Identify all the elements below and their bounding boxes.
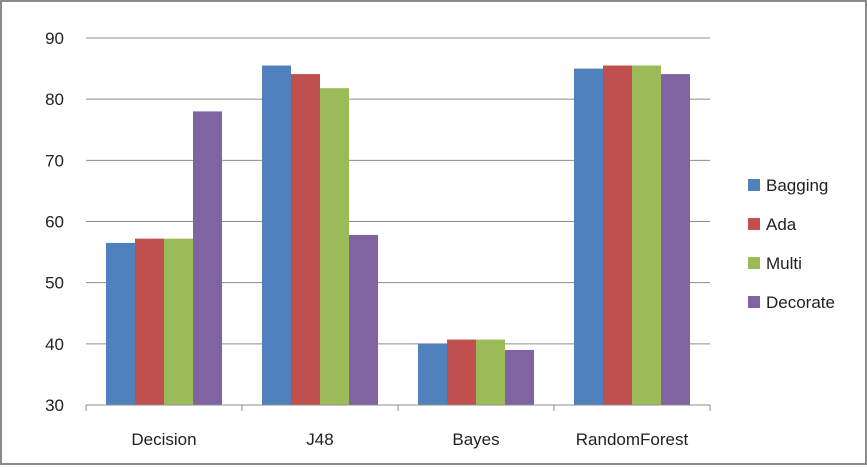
legend-swatch-multi [748,257,760,269]
bar-bagging-randomforest [574,68,603,405]
x-tick-label: J48 [306,430,333,449]
y-tick-label: 60 [45,213,64,232]
bar-multi-randomforest [632,65,661,406]
bar-decorate-randomforest [661,74,690,406]
legend: Bagging Ada Multi Decorate [748,176,835,312]
y-tick-label: 70 [45,151,64,170]
x-tick-label: Bayes [452,430,499,449]
y-tick-label: 50 [45,274,64,293]
legend-swatch-decorate [748,296,760,308]
legend-label-bagging: Bagging [766,176,828,195]
bar-decorate-j48 [349,234,378,405]
legend-label-multi: Multi [766,254,802,273]
x-tick-label: RandomForest [576,430,689,449]
y-tick-labels: 30 40 50 60 70 80 90 [45,29,64,415]
bar-ada-randomforest [603,65,632,406]
y-tick-label: 30 [45,396,64,415]
y-tick-label: 90 [45,29,64,48]
bar-decorate-bayes [505,349,534,405]
bar-bagging-j48 [262,65,291,406]
bar-bagging-decision [106,242,135,405]
y-tick-label: 80 [45,90,64,109]
bar-ada-decision [135,238,164,405]
bars [106,65,690,406]
x-tick-labels: Decision J48 Bayes RandomForest [131,430,688,449]
bar-multi-bayes [476,339,505,405]
y-tick-label: 40 [45,335,64,354]
bar-multi-j48 [320,88,349,405]
bar-decorate-decision [193,111,222,406]
x-tick-label: Decision [131,430,196,449]
bar-multi-decision [164,238,193,405]
legend-swatch-ada [748,218,760,230]
legend-label-ada: Ada [766,215,797,234]
axes [85,404,711,411]
bar-ada-j48 [291,74,320,406]
legend-swatch-bagging [748,179,760,191]
legend-label-decorate: Decorate [766,293,835,312]
bar-bagging-bayes [418,343,447,405]
bar-ada-bayes [447,339,476,405]
